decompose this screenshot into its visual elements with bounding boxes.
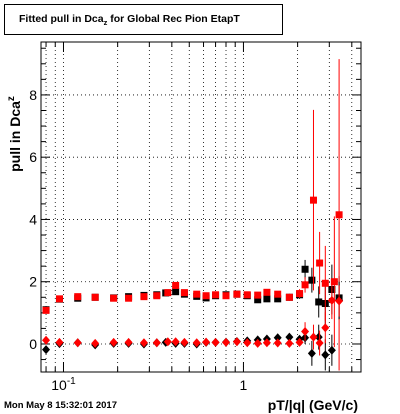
data-point-diamond [262, 338, 271, 348]
data-point-square [330, 278, 338, 286]
data-point-square [315, 298, 323, 306]
data-point-square [301, 281, 309, 289]
y-axis-label: pull in Dcaz [6, 96, 23, 172]
data-point-square [301, 265, 309, 273]
y-tick-label: 2 [29, 274, 37, 290]
chart-title: Fitted pull in Dcaz for Global Rec Pion … [19, 13, 240, 27]
data-layer [42, 59, 344, 371]
data-point-diamond [295, 337, 304, 347]
data-point-diamond [124, 337, 133, 347]
data-point-square [172, 281, 180, 289]
data-point-square [180, 289, 188, 297]
data-point-square [74, 293, 82, 301]
data-point-square [285, 293, 293, 301]
series-3 [42, 281, 344, 356]
x-tick-label: 1 [240, 377, 248, 393]
data-point-square [202, 292, 210, 300]
data-point-square [296, 290, 304, 298]
y-tick-label: 6 [29, 149, 37, 165]
data-point-diamond [152, 338, 161, 348]
data-point-diamond [222, 337, 231, 347]
data-point-diamond [285, 338, 294, 348]
data-point-diamond [307, 348, 316, 358]
data-point-square [172, 288, 180, 296]
data-point-square [243, 291, 251, 299]
y-tick-label: 8 [29, 87, 37, 103]
data-point-square [212, 291, 220, 299]
data-point-diamond [211, 337, 220, 347]
data-point-diamond [171, 337, 180, 347]
x-axis-label: pT/|q| (GeV/c) [268, 397, 358, 413]
data-point-diamond [202, 337, 211, 347]
timestamp: Mon May 8 15:32:01 2017 [4, 400, 118, 411]
data-point-diamond [321, 350, 330, 360]
data-point-diamond [327, 345, 336, 355]
data-point-square [222, 292, 230, 300]
data-point-square [233, 290, 241, 298]
data-point-diamond [232, 337, 241, 347]
data-point-diamond [163, 337, 172, 347]
data-point-diamond [321, 323, 330, 333]
data-point-diamond [109, 337, 118, 347]
data-point-square [263, 288, 271, 296]
data-point-square [125, 294, 133, 302]
data-point-square [254, 291, 262, 299]
data-point-diamond [42, 335, 51, 345]
data-point-square [321, 279, 329, 287]
data-point-diamond [301, 327, 310, 337]
data-point-diamond [273, 333, 282, 343]
data-point-square [335, 211, 343, 219]
chart-title-suffix: for Global Rec Pion EtapT [107, 13, 240, 25]
data-point-diamond [273, 338, 282, 348]
data-point-square [309, 196, 317, 204]
data-point-diamond [139, 338, 148, 348]
data-point-square [193, 290, 201, 298]
data-point-square [91, 293, 99, 301]
data-point-square [263, 295, 271, 303]
data-point-square [274, 295, 282, 303]
y-tick-label: 4 [29, 211, 37, 227]
data-point-square [153, 292, 161, 300]
data-point-diamond [327, 295, 336, 305]
data-point-square [55, 295, 63, 303]
chart-title-box: Fitted pull in Dcaz for Global Rec Pion … [4, 4, 283, 35]
data-point-square [164, 289, 172, 297]
data-point-diamond [335, 296, 344, 306]
data-point-square [140, 293, 148, 301]
data-point-square [308, 276, 316, 284]
data-point-square [274, 290, 282, 298]
data-point-diamond [314, 332, 323, 342]
y-tick-label: 0 [29, 336, 37, 352]
data-point-diamond [253, 338, 262, 348]
data-point-square [316, 259, 324, 267]
data-point-diamond [315, 338, 324, 348]
data-point-diamond [192, 338, 201, 348]
x-tick-label: 10-1 [51, 376, 76, 393]
data-point-square [42, 306, 50, 314]
chart-title-subscript: z [103, 18, 108, 28]
data-point-square [110, 294, 118, 302]
data-point-diamond [91, 338, 100, 348]
data-point-square [254, 296, 262, 304]
data-point-diamond [243, 338, 252, 348]
data-point-diamond [42, 345, 51, 355]
series-1 [42, 59, 343, 371]
data-point-diamond [180, 337, 189, 347]
data-point-diamond [309, 332, 318, 342]
data-point-diamond [285, 332, 294, 342]
data-point-diamond [73, 338, 82, 348]
plot-frame [40, 41, 362, 373]
chart-title-prefix: Fitted pull in Dca [19, 13, 104, 25]
data-point-diamond [55, 337, 64, 347]
